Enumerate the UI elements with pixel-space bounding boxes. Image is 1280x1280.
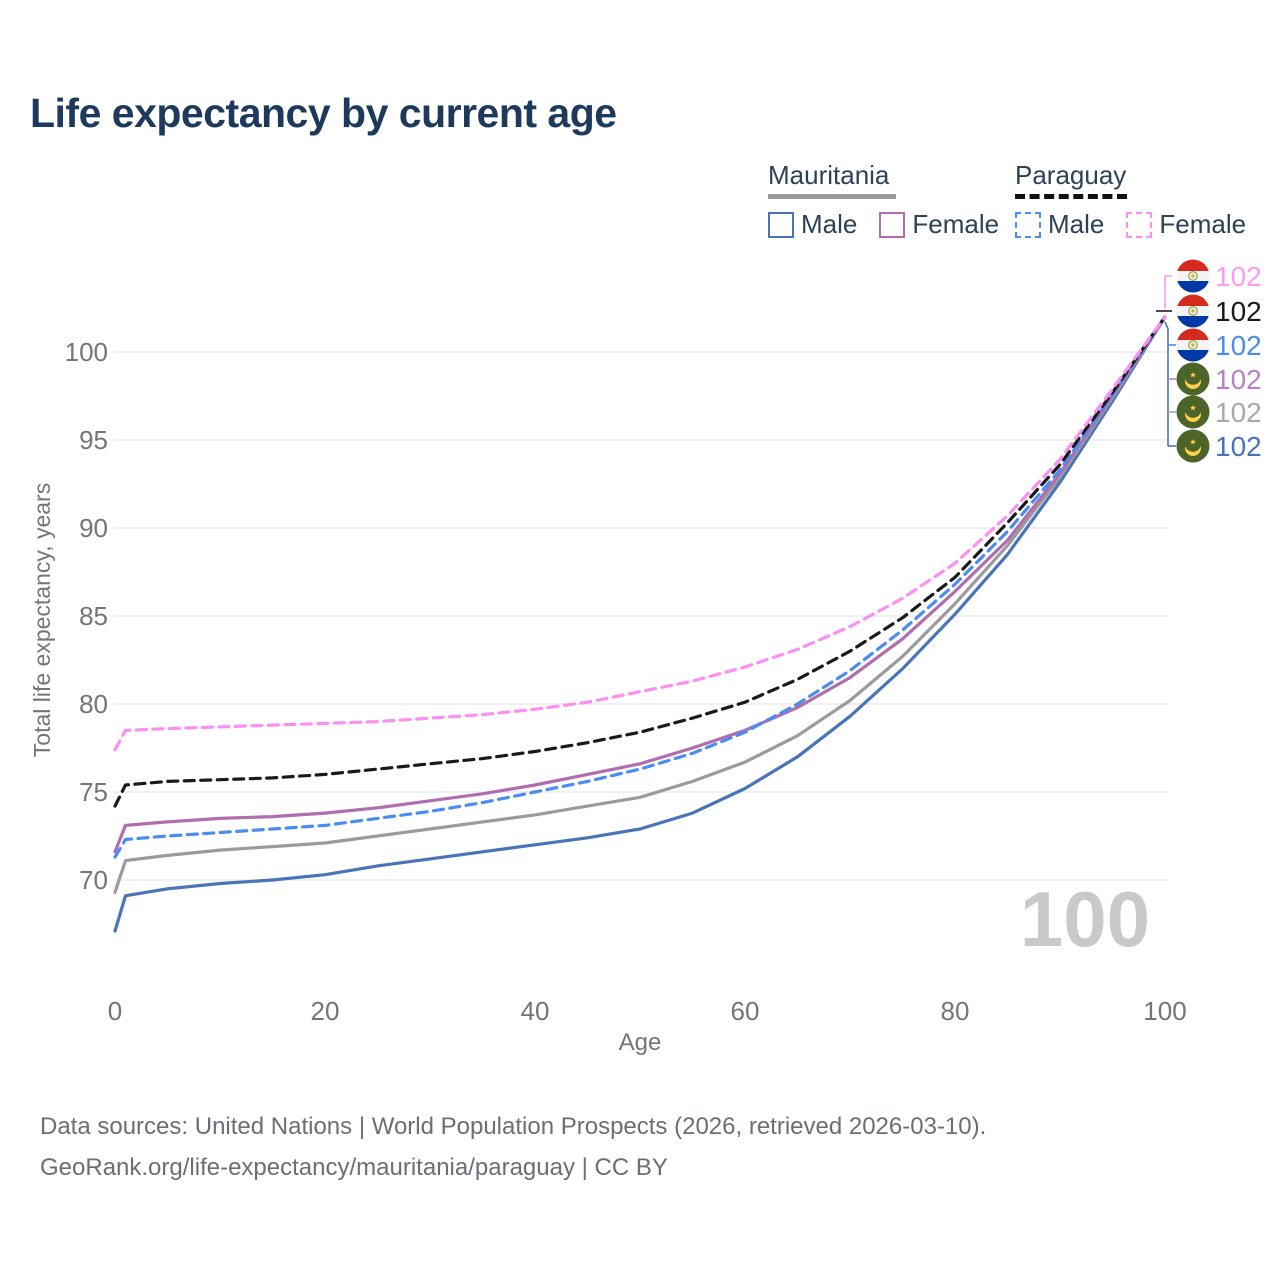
leader-line-paraguay-female bbox=[1164, 275, 1172, 309]
x-tick-label-40: 40 bbox=[521, 996, 550, 1026]
py-blue-stripe bbox=[1176, 350, 1210, 362]
end-label-row-paraguay-male: 102 bbox=[1176, 328, 1262, 362]
x-tick-label-100: 100 bbox=[1143, 996, 1186, 1026]
footer-url-line: GeoRank.org/life-expectancy/mauritania/p… bbox=[40, 1154, 668, 1181]
paraguay-flag-icon bbox=[1176, 259, 1210, 293]
mr-star bbox=[1190, 439, 1196, 445]
legend-checkbox-paraguay-male[interactable] bbox=[1015, 211, 1041, 238]
line-paraguay-male bbox=[113, 315, 1167, 859]
mr-crescent-group bbox=[1184, 401, 1202, 422]
line-paraguay-female bbox=[113, 315, 1167, 752]
end-value-label-mauritania-female: 102 bbox=[1215, 364, 1262, 395]
end-label-row-mauritania-both: 102 bbox=[1176, 395, 1262, 429]
watermark-hover-age: 100 bbox=[1020, 875, 1150, 963]
line-mauritania-both bbox=[113, 315, 1167, 894]
end-label-row-paraguay-female: 102 bbox=[1176, 259, 1262, 293]
y-tick-label-100: 100 bbox=[65, 337, 108, 367]
py-red-stripe bbox=[1176, 294, 1210, 306]
mr-crescent-inner bbox=[1184, 401, 1202, 418]
x-tick-label-60: 60 bbox=[731, 996, 760, 1026]
py-emblem-star bbox=[1191, 343, 1195, 347]
mauritania-flag-icon bbox=[1176, 362, 1210, 396]
end-value-label-paraguay-male: 102 bbox=[1215, 330, 1262, 361]
end-value-label-paraguay-both: 102 bbox=[1215, 296, 1262, 327]
mauritania-flag-icon bbox=[1176, 395, 1210, 429]
paraguay-flag-icon bbox=[1176, 328, 1210, 362]
y-tick-label-75: 75 bbox=[79, 777, 108, 807]
end-value-label-mauritania-both: 102 bbox=[1215, 397, 1262, 428]
chart-footer: Data sources: United Nations | World Pop… bbox=[40, 1106, 986, 1188]
mr-crescent-inner bbox=[1184, 368, 1202, 385]
legend-checkbox-paraguay-female[interactable] bbox=[1126, 211, 1153, 238]
py-red-stripe bbox=[1176, 259, 1210, 271]
end-value-label-paraguay-female: 102 bbox=[1215, 261, 1262, 292]
legend-group-paraguay: Paraguay Male Female bbox=[1015, 160, 1268, 240]
legend-group-mauritania: Mauritania Male Female bbox=[768, 160, 1021, 240]
legend-items-mauritania: Male Female bbox=[768, 209, 1021, 240]
footer-source-line: Data sources: United Nations | World Pop… bbox=[40, 1113, 987, 1140]
end-label-row-mauritania-female: 102 bbox=[1176, 362, 1262, 396]
y-tick-label-90: 90 bbox=[79, 513, 108, 543]
x-tick-label-80: 80 bbox=[941, 996, 970, 1026]
mauritania-flag-icon bbox=[1176, 429, 1210, 463]
py-red-stripe bbox=[1176, 328, 1210, 340]
x-axis-title: Age bbox=[619, 1029, 662, 1056]
legend-country-label-paraguay: Paraguay bbox=[1015, 160, 1127, 190]
legend-label-paraguay-male: Male bbox=[1048, 209, 1105, 239]
legend-item-paraguay-male[interactable]: Male bbox=[1015, 209, 1126, 240]
end-value-label-mauritania-male: 102 bbox=[1215, 431, 1262, 462]
chart-title: Life expectancy by current age bbox=[30, 90, 617, 136]
py-emblem-star bbox=[1191, 309, 1195, 313]
legend-country-label-mauritania: Mauritania bbox=[768, 160, 890, 190]
legend-underline-mauritania-both bbox=[768, 194, 896, 199]
mr-crescent-group bbox=[1184, 368, 1202, 389]
x-tick-label-20: 20 bbox=[311, 996, 340, 1026]
legend-item-mauritania-female[interactable]: Female bbox=[879, 209, 1021, 240]
py-blue-stripe bbox=[1176, 316, 1210, 328]
mr-star bbox=[1190, 372, 1196, 378]
py-emblem-star bbox=[1191, 274, 1195, 278]
line-paraguay-both bbox=[113, 315, 1167, 808]
mr-crescent-group bbox=[1184, 435, 1202, 456]
mr-star bbox=[1190, 405, 1196, 411]
legend-item-paraguay-female[interactable]: Female bbox=[1126, 209, 1268, 240]
legend-label-mauritania-female: Female bbox=[912, 209, 1000, 239]
y-axis-title: Total life expectancy, years bbox=[29, 483, 55, 757]
y-tick-label-80: 80 bbox=[79, 689, 108, 719]
legend-checkbox-mauritania-male[interactable] bbox=[768, 211, 794, 238]
legend-items-paraguay: Male Female bbox=[1015, 209, 1268, 240]
legend-checkbox-mauritania-female[interactable] bbox=[879, 211, 906, 238]
line-mauritania-male bbox=[113, 315, 1167, 933]
x-tick-label-0: 0 bbox=[108, 996, 122, 1026]
legend-item-mauritania-male[interactable]: Male bbox=[768, 209, 879, 240]
legend-label-mauritania-male: Male bbox=[801, 209, 858, 239]
end-label-row-paraguay-both: 102 bbox=[1176, 294, 1262, 328]
legend-underline-paraguay-both bbox=[1015, 194, 1127, 199]
py-blue-stripe bbox=[1176, 281, 1210, 293]
legend-label-paraguay-female: Female bbox=[1159, 209, 1247, 239]
y-tick-label-85: 85 bbox=[79, 601, 108, 631]
paraguay-flag-icon bbox=[1176, 294, 1210, 328]
end-label-row-mauritania-male: 102 bbox=[1176, 429, 1262, 463]
y-tick-label-95: 95 bbox=[79, 425, 108, 455]
mr-crescent-inner bbox=[1184, 435, 1202, 452]
leader-bracket-lower bbox=[1164, 321, 1169, 446]
line-mauritania-female bbox=[113, 315, 1167, 854]
y-tick-label-70: 70 bbox=[79, 865, 108, 895]
